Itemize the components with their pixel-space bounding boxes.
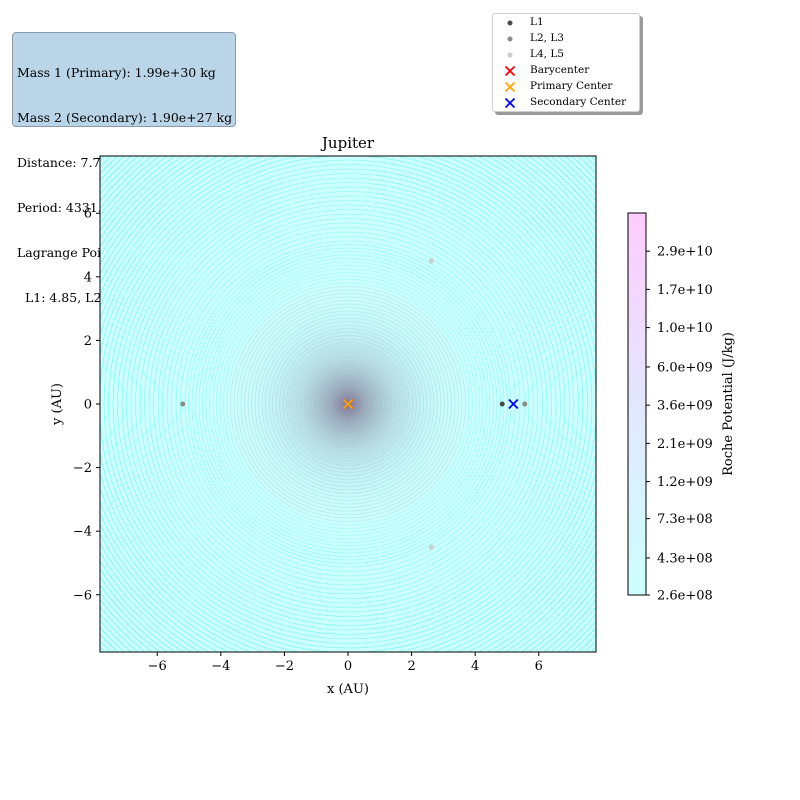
x-tick-label: 0 xyxy=(344,659,352,674)
x-tick-label: −2 xyxy=(275,659,294,674)
marker-l4 xyxy=(428,258,434,264)
marker-primary-center xyxy=(342,398,354,410)
legend-marker-l2-l3 xyxy=(507,36,513,42)
x-tick-label: 6 xyxy=(535,659,543,674)
y-axis-label: y (AU) xyxy=(50,383,65,426)
y-tick-label: 4 xyxy=(84,270,92,285)
x-tick-label: 4 xyxy=(471,659,479,674)
legend-entry-l2-l3: L2, L3 xyxy=(493,31,639,47)
info-mass2: Mass 2 (Secondary): 1.90e+27 kg xyxy=(17,110,233,125)
legend-entry-primary-center: Primary Center xyxy=(493,79,639,95)
marker-l1 xyxy=(499,401,505,407)
y-tick-label: −2 xyxy=(73,461,92,476)
legend-label-l1: L1 xyxy=(530,16,544,28)
legend-entry-l1: L1 xyxy=(493,15,639,31)
colorbar-tick-label: 6.0e+09 xyxy=(657,360,713,375)
legend-entry-barycenter: Barycenter xyxy=(493,63,639,79)
colorbar-tick-label: 1.2e+09 xyxy=(657,475,713,490)
x-axis-label: x (AU) xyxy=(327,682,369,697)
y-axis-ticks: −6 −4 −2 0 2 4 6 xyxy=(73,207,100,603)
x-axis-ticks: −6 −4 −2 0 2 4 6 xyxy=(148,652,543,674)
legend-label-barycenter: Barycenter xyxy=(530,64,590,76)
legend-marker-secondary-center xyxy=(504,97,516,109)
colorbar-tick-label: 2.9e+10 xyxy=(657,245,713,260)
legend-marker-l1 xyxy=(507,20,513,26)
info-mass1: Mass 1 (Primary): 1.99e+30 kg xyxy=(17,65,216,80)
marker-layer xyxy=(180,258,528,550)
colorbar xyxy=(627,212,647,596)
colorbar-tick-label: 1.7e+10 xyxy=(657,283,713,298)
y-tick-label: 6 xyxy=(84,207,92,222)
y-tick-label: 2 xyxy=(84,334,92,349)
legend-marker-primary-center xyxy=(504,81,516,93)
y-tick-label: −6 xyxy=(73,588,92,603)
marker-l2 xyxy=(522,401,528,407)
y-tick-label: 0 xyxy=(84,398,92,413)
colorbar-tick-label: 7.3e+08 xyxy=(657,512,713,527)
colorbar-tick-label: 1.0e+10 xyxy=(657,321,713,336)
legend-label-l2-l3: L2, L3 xyxy=(530,32,564,44)
x-tick-label: 2 xyxy=(407,659,415,674)
y-tick-label: −4 xyxy=(73,525,92,540)
marker-l3 xyxy=(180,401,186,407)
legend: L1 L2, L3 L4, L5 Barycenter Primary Cent… xyxy=(492,13,640,112)
legend-marker-barycenter xyxy=(504,65,516,77)
legend-label-secondary-center: Secondary Center xyxy=(530,96,627,108)
chart-title: Jupiter xyxy=(320,134,375,152)
legend-entry-secondary-center: Secondary Center xyxy=(493,95,639,111)
colorbar-tick-label: 2.6e+08 xyxy=(657,589,713,604)
colorbar-tick-label: 4.3e+08 xyxy=(657,551,713,566)
legend-marker-l4-l5 xyxy=(507,52,513,58)
marker-l5 xyxy=(428,544,434,550)
legend-label-primary-center: Primary Center xyxy=(530,80,613,92)
colorbar-ticks: 2.6e+08 4.3e+08 7.3e+08 1.2e+09 2.1e+09 3.6e+… xyxy=(646,245,713,604)
x-tick-label: −6 xyxy=(148,659,167,674)
colorbar-tick-label: 3.6e+09 xyxy=(657,399,713,414)
colorbar-label: Roche Potential (J/kg) xyxy=(721,332,736,476)
legend-label-l4-l5: L4, L5 xyxy=(530,48,564,60)
marker-secondary-center xyxy=(508,398,519,410)
colorbar-tick-label: 2.1e+09 xyxy=(657,437,713,452)
x-tick-label: −4 xyxy=(211,659,230,674)
legend-entry-l4-l5: L4, L5 xyxy=(493,47,639,63)
